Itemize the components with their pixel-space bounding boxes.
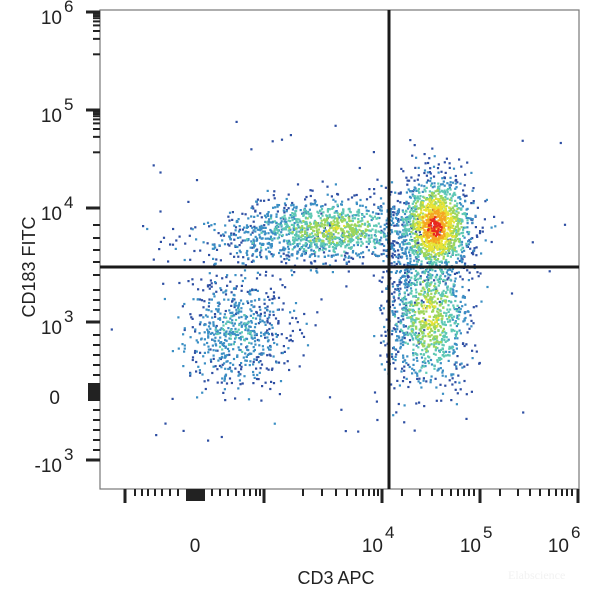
x-tick-exponent: 6 (571, 523, 580, 542)
y-tick-label: 0 (49, 388, 60, 409)
y-tick-exponent: 3 (64, 307, 73, 326)
x-tick-label: 0 (190, 536, 201, 557)
y-tick-label: 10 (41, 318, 62, 339)
x-tick-label: 10 (460, 536, 481, 557)
y-tick-label: -10 (35, 456, 62, 477)
y-tick-exponent: 3 (64, 445, 73, 464)
scatter-points (110, 120, 567, 442)
y-tick-label: 10 (41, 204, 62, 225)
x-axis-title: CD3 APC (297, 568, 374, 588)
x-tick-exponent: 5 (483, 523, 492, 542)
y-tick-exponent: 6 (64, 0, 73, 16)
x-tick-label: 10 (548, 536, 569, 557)
x-tick-exponent: 4 (385, 523, 394, 542)
y-tick-label: 10 (41, 106, 62, 127)
y-axis-ticks (86, 10, 100, 462)
y-tick-exponent: 5 (64, 95, 73, 114)
y-tick-label: 10 (41, 8, 62, 29)
y-axis-title: CD183 FITC (19, 216, 39, 317)
plot-frame (99, 9, 580, 490)
y-tick-exponent: 4 (64, 193, 73, 212)
x-tick-label: 10 (362, 536, 383, 557)
watermark: Elabscience (508, 568, 566, 582)
x-axis-ticks (123, 489, 580, 503)
